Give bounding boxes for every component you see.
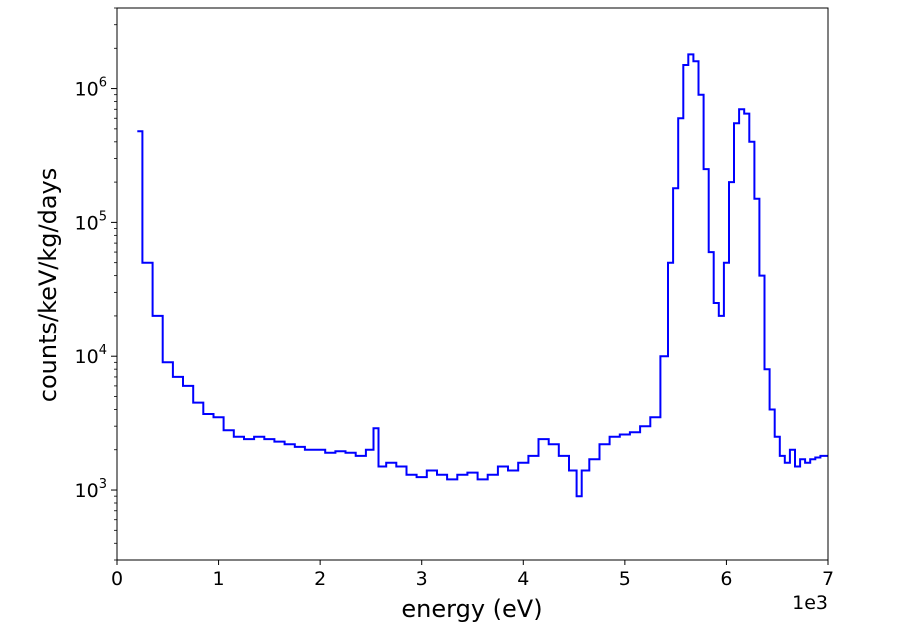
x-axis-ticks: 0 1 2 3 4 5 6 7 bbox=[111, 560, 834, 590]
y-axis-ticks: 103 104 105 106 bbox=[75, 76, 117, 502]
x-tick-label: 5 bbox=[619, 568, 631, 590]
y-axis-label: counts/keV/kg/days bbox=[34, 168, 62, 402]
x-tick-label: 1 bbox=[213, 568, 225, 590]
x-tick-label: 4 bbox=[517, 568, 529, 590]
series-line bbox=[137, 53, 828, 498]
x-tick-label: 6 bbox=[720, 568, 732, 590]
plot-frame bbox=[116, 7, 829, 561]
x-axis-label: energy (eV) bbox=[401, 595, 542, 623]
x-tick-label: 7 bbox=[822, 568, 834, 590]
y-tick-label: 103 bbox=[75, 477, 107, 502]
y-tick-label: 106 bbox=[75, 76, 107, 101]
x-tick-label: 2 bbox=[314, 568, 326, 590]
x-tick-label: 0 bbox=[111, 568, 123, 590]
y-tick-label: 105 bbox=[75, 209, 107, 234]
y-tick-label: 104 bbox=[75, 343, 107, 368]
x-tick-label: 3 bbox=[416, 568, 428, 590]
plot-area bbox=[117, 8, 828, 560]
x-offset-label: 1e3 bbox=[792, 592, 828, 614]
